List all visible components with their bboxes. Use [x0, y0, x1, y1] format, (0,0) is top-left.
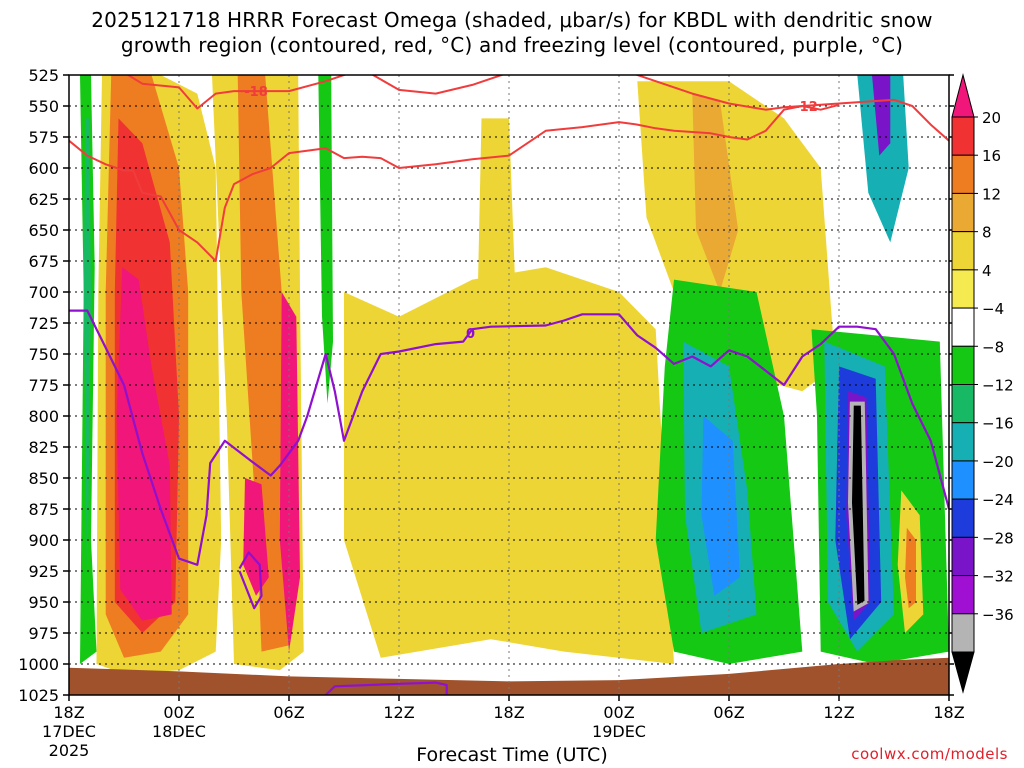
colorbar-label-1: 16: [982, 147, 1001, 165]
x-tick-label-6: 00Z: [163, 703, 194, 722]
omega-region-22: [847, 401, 869, 612]
colorbar-label-6: −8: [982, 338, 1004, 356]
omega-region-24: [872, 75, 891, 156]
freezing-closed-contour: [238, 551, 263, 610]
x-tick-label-24: 18Z: [493, 703, 524, 722]
x-tick-label-30: 00Z: [603, 703, 634, 722]
omega-region-17: [701, 416, 740, 596]
omega-region-14: [692, 93, 739, 292]
colorbar-box-7: [951, 384, 975, 424]
colorbar-box-0: [951, 116, 975, 156]
colorbar-label-0: 20: [982, 109, 1001, 127]
colorbar-box-2: [951, 192, 975, 233]
colorbar-box-1: [951, 154, 975, 194]
y-tick-label-825: 825: [28, 438, 59, 457]
y-tick-label-975: 975: [28, 624, 59, 643]
colorbar-box-10: [951, 498, 975, 538]
y-tick-label-575: 575: [28, 128, 59, 147]
colorbar-label-5: −4: [982, 300, 1004, 318]
credit-text: coolwx.com/models: [851, 745, 1008, 763]
x-tick-year-0: 2025: [49, 741, 90, 760]
y-tick-label-650: 650: [28, 221, 59, 240]
colorbar-box-13: [951, 613, 975, 653]
colorbar-bottom-arrow: [951, 651, 975, 694]
x-tick-label-48: 18Z: [933, 703, 964, 722]
colorbar-top-arrow: [951, 73, 975, 118]
colorbar-label-3: 8: [982, 224, 992, 242]
y-tick-label-925: 925: [28, 562, 59, 581]
chart-title-line2: growth region (contoured, red, °C) and f…: [120, 33, 904, 57]
y-tick-label-750: 750: [28, 345, 59, 364]
y-tick-label-875: 875: [28, 500, 59, 519]
colorbar-label-12: −32: [982, 568, 1014, 586]
y-tick-label-600: 600: [28, 159, 59, 178]
colorbar-label-9: −20: [982, 453, 1014, 471]
x-tick-label-42: 12Z: [823, 703, 854, 722]
y-tick-label-950: 950: [28, 593, 59, 612]
y-tick-label-800: 800: [28, 407, 59, 426]
y-tick-label-675: 675: [28, 252, 59, 271]
y-tick-label-1025: 1025: [18, 686, 59, 705]
colorbar-label-2: 12: [982, 185, 1001, 203]
y-tick-label-850: 850: [28, 469, 59, 488]
chart-title-line1: 2025121718 HRRR Forecast Omega (shaded, …: [91, 8, 933, 32]
omega-region-5: [116, 267, 172, 621]
x-tick-label-12: 06Z: [273, 703, 304, 722]
y-tick-label-700: 700: [28, 283, 59, 302]
omega-region-23: [857, 75, 909, 243]
dgz-upper-contour: [126, 75, 949, 142]
y-tick-label-525: 525: [28, 66, 59, 85]
colorbar-label-11: −28: [982, 529, 1014, 547]
dgz-label-minus18: -18: [244, 85, 268, 100]
y-tick-label-550: 550: [28, 97, 59, 116]
omega-region-10: [318, 75, 333, 404]
freezing-label-0: 0: [466, 327, 475, 342]
colorbar-label-4: 4: [982, 262, 992, 280]
colorbar-box-3: [951, 231, 975, 271]
y-tick-label-900: 900: [28, 531, 59, 550]
colorbar-label-8: −16: [982, 415, 1014, 433]
y-tick-label-625: 625: [28, 190, 59, 209]
x-tick-date-0: 17DEC: [42, 722, 96, 741]
colorbar-box-6: [951, 345, 975, 385]
x-tick-date-30: 19DEC: [592, 722, 646, 741]
omega-region-1: [83, 118, 91, 603]
omega-region-12: [477, 118, 519, 379]
omega-region-8: [243, 478, 269, 596]
colorbar-label-10: −24: [982, 491, 1014, 509]
x-tick-date-6: 18DEC: [152, 722, 206, 741]
terrain-surface: [69, 657, 949, 695]
x-tick-label-36: 06Z: [713, 703, 744, 722]
colorbar-box-4: [951, 269, 975, 309]
omega-region-9: [279, 292, 300, 652]
freezing-level-contour: [69, 309, 949, 566]
colorbar-box-9: [951, 460, 975, 500]
x-tick-label-0: 18Z: [53, 703, 84, 722]
colorbar-box-12: [951, 575, 975, 615]
colorbar-box-8: [951, 422, 975, 462]
colorbar-box-5: [951, 307, 975, 347]
colorbar-box-11: [951, 536, 975, 577]
freezing-surface-contour: [324, 681, 448, 695]
colorbar-label-13: −36: [982, 606, 1014, 624]
y-tick-label-725: 725: [28, 314, 59, 333]
colorbar-label-7: −12: [982, 377, 1014, 395]
y-tick-label-775: 775: [28, 376, 59, 395]
x-axis-label: Forecast Time (UTC): [416, 744, 608, 766]
x-tick-label-18: 12Z: [383, 703, 414, 722]
omega-region-7: [237, 75, 293, 652]
omega-region-26: [905, 527, 916, 609]
y-tick-label-1000: 1000: [18, 655, 59, 674]
dgz-lower-contour: [69, 103, 840, 262]
dgz-label-minus12: -12: [794, 100, 818, 115]
